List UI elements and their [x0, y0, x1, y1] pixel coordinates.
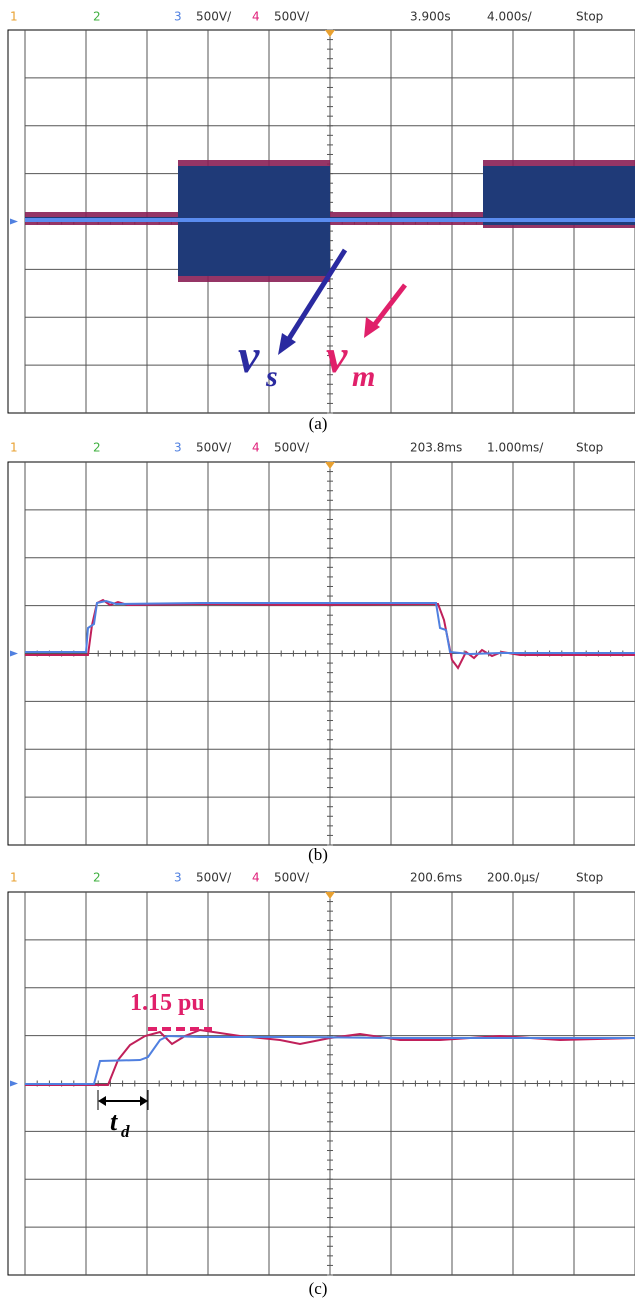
vm-subscript: m [352, 360, 375, 393]
header-status: Stop [576, 441, 603, 455]
ground-marker [10, 219, 18, 225]
figure: v s v m 1.15 pu t d 1 2 3 500V/4 500V/3.900s… [0, 0, 635, 1302]
vm-label: v [326, 330, 348, 383]
header-ch1: 1 [10, 441, 18, 455]
header-ch4: 4 [252, 871, 260, 885]
trigger-marker [325, 462, 335, 469]
header-ch4: 4 [252, 10, 260, 24]
overshoot-label: 1.15 pu [130, 990, 205, 1016]
header-time-scale: 4.000s/ [487, 10, 533, 24]
header-status: Stop [576, 10, 603, 24]
header-ch1: 1 [10, 871, 18, 885]
header-ch2: 2 [93, 871, 101, 885]
scope-grid [8, 892, 635, 1275]
header-time-scale: 1.000ms/ [487, 441, 544, 455]
header-ch3-scale: 500V/ [196, 441, 232, 455]
header-time-scale: 200.0µs/ [487, 871, 540, 885]
vs-label: v [238, 330, 260, 383]
header-ch3-scale: 500V/ [196, 871, 232, 885]
header-ch1: 1 [10, 10, 18, 24]
header-ch4-scale: 500V/ [274, 871, 310, 885]
header-status: Stop [576, 871, 603, 885]
header-ch3: 3 [174, 871, 182, 885]
header-ch2: 2 [93, 10, 101, 24]
trigger-marker [325, 30, 335, 37]
td-subscript: d [121, 1122, 130, 1141]
td-label: t [110, 1107, 118, 1136]
ground-marker [10, 1081, 18, 1087]
header-ch3: 3 [174, 10, 182, 24]
header-ch3: 3 [174, 441, 182, 455]
header-ch4-scale: 500V/ [274, 10, 310, 24]
header-ch4: 4 [252, 441, 260, 455]
header-ch2: 2 [93, 441, 101, 455]
ground-marker [10, 651, 18, 657]
caption: (b) [308, 845, 328, 864]
header-trigger-time: 200.6ms [410, 871, 462, 885]
trigger-marker [325, 892, 335, 899]
header-trigger-time: 203.8ms [410, 441, 462, 455]
caption: (a) [309, 414, 328, 433]
header-ch3-scale: 500V/ [196, 10, 232, 24]
header-ch4-scale: 500V/ [274, 441, 310, 455]
header-trigger-time: 3.900s [410, 10, 451, 24]
caption: (c) [309, 1279, 328, 1298]
vs-subscript: s [265, 360, 278, 393]
waveform-a: v s v m [25, 160, 635, 393]
